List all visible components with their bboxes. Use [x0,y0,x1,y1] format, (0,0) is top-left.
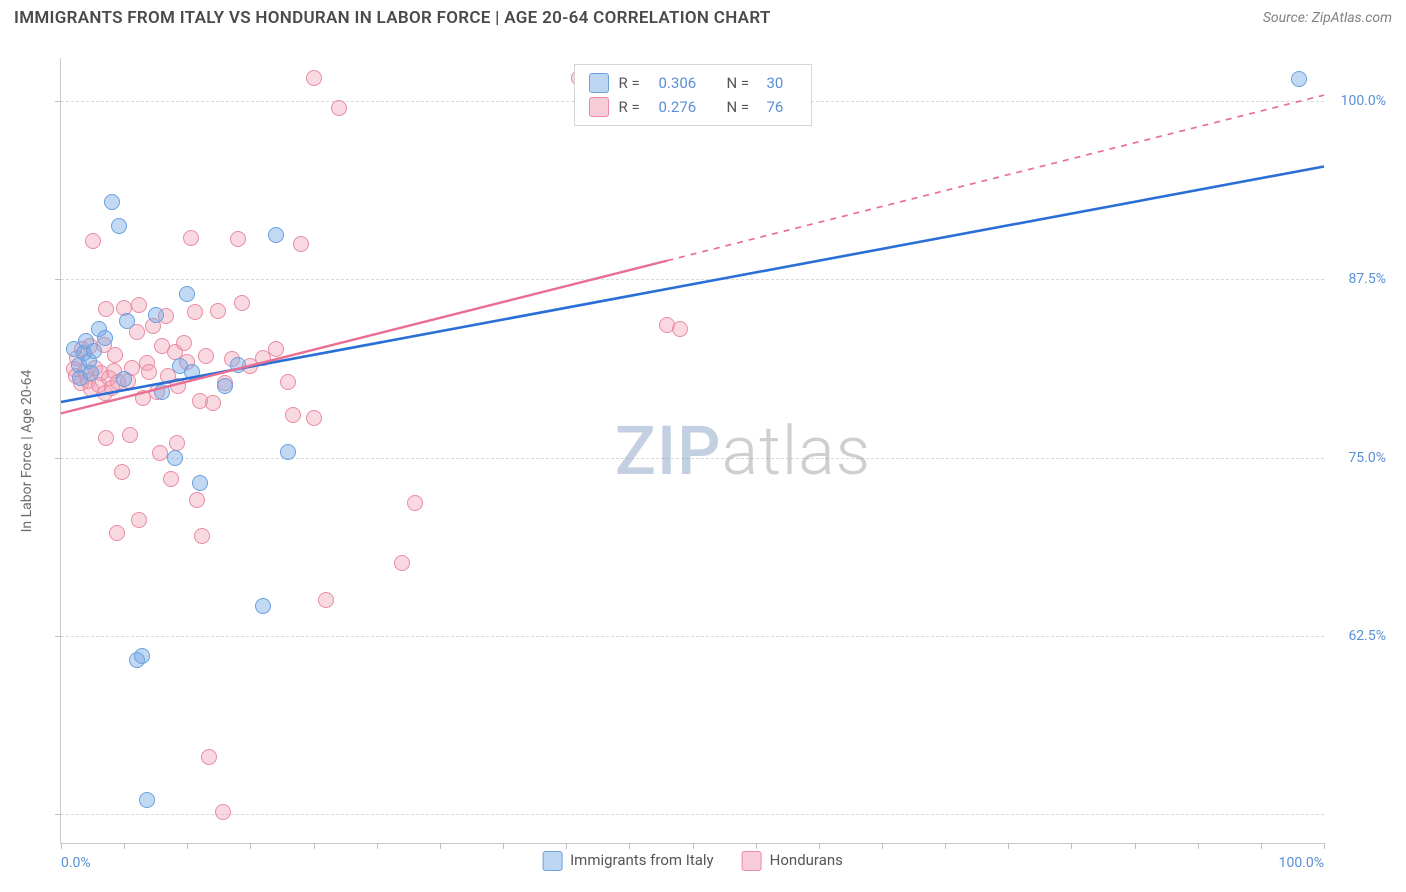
x-tick-mark [882,843,883,849]
y-axis-label: In Labor Force | Age 20-64 [19,369,35,532]
x-tick-mark [440,843,441,849]
y-tick-label: 62.5% [1330,628,1386,644]
legend-swatch [742,851,762,871]
legend-swatch [542,851,562,871]
chart-title: IMMIGRANTS FROM ITALY VS HONDURAN IN LAB… [14,8,771,28]
x-tick-mark [124,843,125,849]
legend-row-honduran: R = 0.276 N = 76 [589,95,797,119]
legend-label: Hondurans [770,851,843,869]
legend-swatch [589,73,609,93]
x-tick-mark [503,843,504,849]
x-tick-label: 100.0% [1279,855,1324,871]
n-label: N = [727,71,757,95]
trendlines-layer [61,58,1324,843]
x-tick-mark [566,843,567,849]
r-label: R = [619,95,649,119]
x-tick-mark [1324,843,1325,849]
legend-item-honduran: Hondurans [742,851,843,871]
n-label: N = [727,95,757,119]
x-tick-mark [693,843,694,849]
x-tick-mark [314,843,315,849]
correlation-legend: R = 0.306 N = 30 R = 0.276 N = 76 [574,64,812,126]
legend-swatch [589,97,609,117]
r-value: 0.306 [659,71,717,95]
x-tick-mark [250,843,251,849]
n-value: 76 [767,95,797,119]
trendline [61,261,667,414]
x-tick-mark [629,843,630,849]
source-attribution: Source: ZipAtlas.com [1263,10,1392,26]
legend-row-italy: R = 0.306 N = 30 [589,71,797,95]
r-label: R = [619,71,649,95]
x-tick-mark [1071,843,1072,849]
y-tick-label: 75.0% [1330,450,1386,466]
x-tick-mark [377,843,378,849]
r-value: 0.276 [659,95,717,119]
x-tick-mark [945,843,946,849]
x-tick-mark [187,843,188,849]
x-tick-mark [756,843,757,849]
y-tick-label: 87.5% [1330,271,1386,287]
x-tick-label: 0.0% [61,855,91,871]
series-legend: Immigrants from Italy Hondurans [542,851,843,871]
x-tick-mark [819,843,820,849]
x-tick-mark [61,843,62,849]
x-tick-mark [1008,843,1009,849]
legend-label: Immigrants from Italy [570,851,714,869]
chart-container: In Labor Force | Age 20-64 ZIPatlas R =0… [14,48,1392,892]
y-tick-label: 100.0% [1330,93,1386,109]
legend-item-italy: Immigrants from Italy [542,851,714,871]
plot-area: In Labor Force | Age 20-64 ZIPatlas R =0… [60,58,1324,844]
x-tick-mark [1261,843,1262,849]
n-value: 30 [767,71,797,95]
x-tick-mark [1198,843,1199,849]
x-tick-mark [1135,843,1136,849]
